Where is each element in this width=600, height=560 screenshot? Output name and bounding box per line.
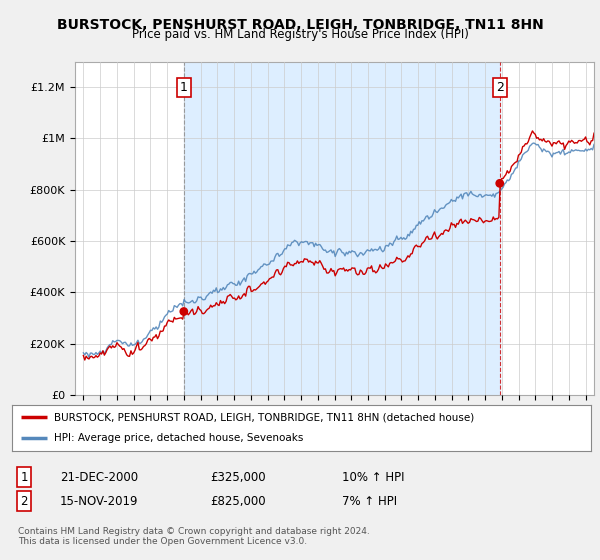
- Text: BURSTOCK, PENSHURST ROAD, LEIGH, TONBRIDGE, TN11 8HN (detached house): BURSTOCK, PENSHURST ROAD, LEIGH, TONBRID…: [53, 412, 474, 422]
- Text: 15-NOV-2019: 15-NOV-2019: [60, 494, 139, 508]
- Point: [179, 307, 188, 316]
- Text: HPI: Average price, detached house, Sevenoaks: HPI: Average price, detached house, Seve…: [53, 433, 303, 444]
- Text: 21-DEC-2000: 21-DEC-2000: [60, 470, 138, 484]
- Text: 1: 1: [20, 470, 28, 484]
- Text: £825,000: £825,000: [210, 494, 266, 508]
- Text: BURSTOCK, PENSHURST ROAD, LEIGH, TONBRIDGE, TN11 8HN: BURSTOCK, PENSHURST ROAD, LEIGH, TONBRID…: [56, 18, 544, 32]
- Text: 10% ↑ HPI: 10% ↑ HPI: [342, 470, 404, 484]
- Text: 1: 1: [180, 81, 188, 94]
- Text: Contains HM Land Registry data © Crown copyright and database right 2024.
This d: Contains HM Land Registry data © Crown c…: [18, 526, 370, 546]
- Point: [495, 179, 505, 188]
- Bar: [184, 62, 500, 395]
- Text: 2: 2: [496, 81, 503, 94]
- Text: 7% ↑ HPI: 7% ↑ HPI: [342, 494, 397, 508]
- Text: £325,000: £325,000: [210, 470, 266, 484]
- Text: Price paid vs. HM Land Registry's House Price Index (HPI): Price paid vs. HM Land Registry's House …: [131, 28, 469, 41]
- Text: 2: 2: [20, 494, 28, 508]
